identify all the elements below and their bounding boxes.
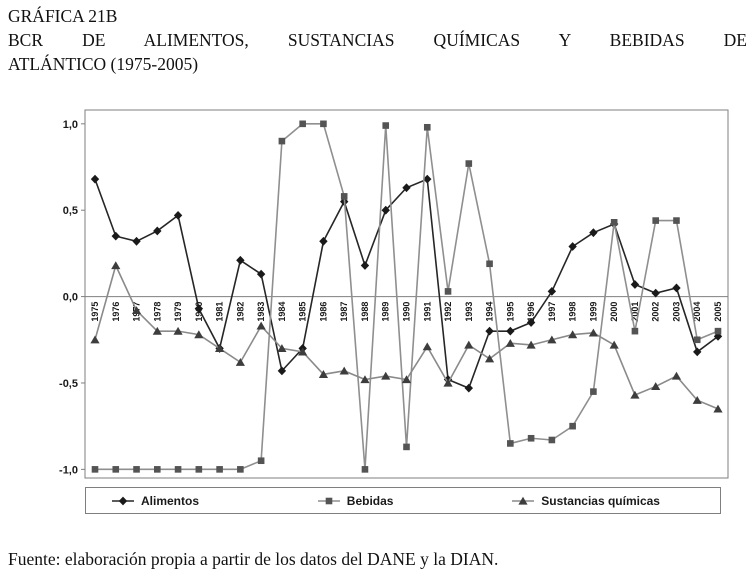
svg-text:1983: 1983 <box>256 302 266 322</box>
svg-text:0,5: 0,5 <box>63 205 78 217</box>
svg-text:1978: 1978 <box>152 302 162 322</box>
svg-text:1989: 1989 <box>381 302 391 322</box>
svg-text:1993: 1993 <box>464 302 474 322</box>
triangle-marker-icon <box>512 495 535 507</box>
svg-text:1999: 1999 <box>588 302 598 322</box>
figure-title-line2: BCR DE ALIMENTOS, SUSTANCIAS QUÍMICAS Y … <box>8 29 747 50</box>
svg-text:-0,5: -0,5 <box>59 378 78 390</box>
svg-text:1992: 1992 <box>443 302 453 322</box>
svg-text:1990: 1990 <box>402 302 412 322</box>
svg-text:1991: 1991 <box>422 302 432 322</box>
source-note: Fuente: elaboración propia a partir de l… <box>8 549 499 569</box>
legend-item-sustancias-quimicas: Sustancias químicas <box>512 494 660 508</box>
chart-legend: Alimentos Bebidas Sustancias químicas <box>85 487 721 514</box>
svg-text:1997: 1997 <box>547 302 557 322</box>
legend-label-alimentos: Alimentos <box>141 493 200 508</box>
figure-title-line3: ATLÁNTICO (1975-2005) <box>8 53 199 74</box>
svg-text:1988: 1988 <box>360 302 370 322</box>
svg-text:1996: 1996 <box>526 302 536 322</box>
svg-text:2003: 2003 <box>671 302 681 322</box>
figure-title-line1: GRÁFICA 21B <box>8 6 118 26</box>
legend-label-sustancias-quimicas: Sustancias químicas <box>541 493 660 508</box>
square-marker-icon <box>317 495 340 507</box>
svg-text:1976: 1976 <box>111 302 121 322</box>
svg-text:1985: 1985 <box>298 302 308 322</box>
svg-text:2000: 2000 <box>609 302 619 322</box>
diamond-marker-icon <box>112 495 134 507</box>
svg-text:1975: 1975 <box>90 302 100 322</box>
svg-text:-1,0: -1,0 <box>59 464 78 476</box>
svg-text:2004: 2004 <box>692 302 702 322</box>
legend-item-alimentos: Alimentos <box>112 494 199 508</box>
svg-text:1987: 1987 <box>339 302 349 322</box>
svg-text:1995: 1995 <box>505 302 515 322</box>
svg-text:1981: 1981 <box>215 302 225 322</box>
figure-title: GRÁFICA 21B BCR DE ALIMENTOS, SUSTANCIAS… <box>8 5 747 76</box>
chart-plot-area: 1,00,50,0-0,5-1,019751976197719781979198… <box>59 109 729 479</box>
svg-text:2002: 2002 <box>651 302 661 322</box>
svg-text:2005: 2005 <box>713 302 723 322</box>
svg-text:1986: 1986 <box>318 302 328 322</box>
bcr-line-chart: 1,00,50,0-0,5-1,019751976197719781979198… <box>38 100 738 514</box>
svg-text:1979: 1979 <box>173 302 183 322</box>
svg-text:1994: 1994 <box>485 302 495 322</box>
svg-text:0,0: 0,0 <box>63 292 78 304</box>
svg-text:1984: 1984 <box>277 302 287 322</box>
legend-item-bebidas: Bebidas <box>317 493 394 508</box>
svg-text:1998: 1998 <box>568 302 578 322</box>
legend-label-bebidas: Bebidas <box>346 493 394 508</box>
svg-text:2001: 2001 <box>630 302 640 322</box>
svg-text:1,0: 1,0 <box>63 119 78 131</box>
svg-text:1982: 1982 <box>235 302 245 322</box>
